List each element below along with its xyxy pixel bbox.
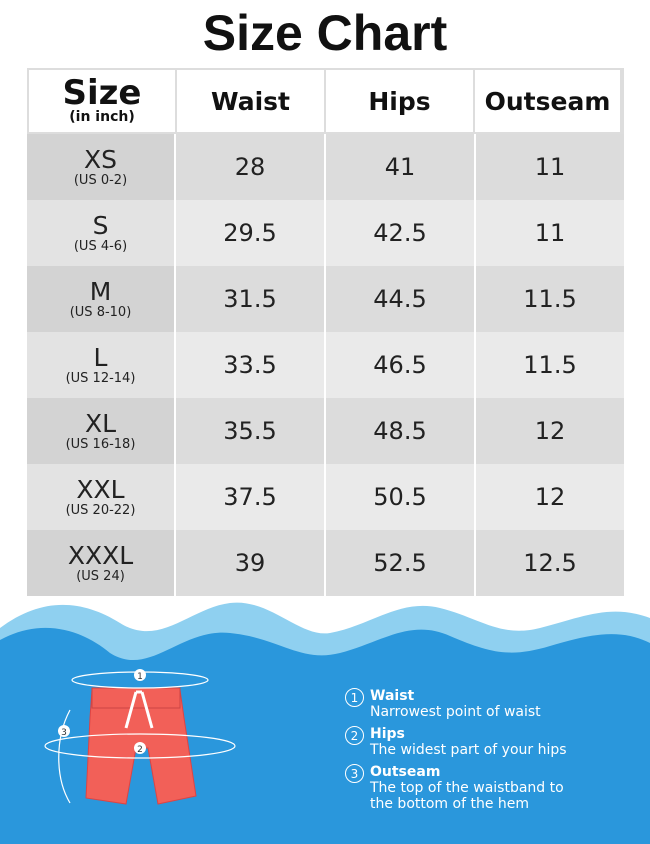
value-cell: 28 [176, 134, 326, 200]
legend-description: the bottom of the hem [370, 796, 530, 812]
size-label: Size [62, 73, 142, 113]
value-cell: 41 [326, 134, 476, 200]
legend: 1 Waist Narrowest point of waist 2 Hips The w… [345, 688, 567, 818]
value-cell: 11 [476, 200, 624, 266]
us-size: (US 4-6) [73, 238, 128, 254]
legend-number: 3 [345, 764, 364, 783]
wave-background: 1 2 3 [0, 602, 650, 844]
table-row: L (US 12-14) 33.5 46.5 11.5 [27, 332, 624, 398]
size-cell: XXL (US 20-22) [27, 464, 176, 530]
table-row: M (US 8-10) 31.5 44.5 11.5 [27, 266, 624, 332]
size-name: M [89, 276, 112, 306]
legend-title: Hips [370, 726, 405, 742]
header-row: Size (in inch) Waist Hips Outseam [27, 68, 624, 134]
size-name: XXXL [67, 540, 134, 570]
size-name: S [92, 210, 109, 240]
value-cell: 35.5 [176, 398, 326, 464]
table-row: XXL (US 20-22) 37.5 50.5 12 [27, 464, 624, 530]
size-cell: S (US 4-6) [27, 200, 176, 266]
value-cell: 33.5 [176, 332, 326, 398]
size-note: (in inch) [69, 109, 135, 125]
value-cell: 31.5 [176, 266, 326, 332]
column-header: Waist [177, 70, 326, 132]
value-cell: 12.5 [476, 530, 624, 596]
value-cell: 11.5 [476, 332, 624, 398]
legend-item: 3 Outseam The top of the waistband to the b… [345, 764, 567, 812]
legend-description: Narrowest point of waist [370, 704, 541, 720]
value-cell: 37.5 [176, 464, 326, 530]
legend-item: 1 Waist Narrowest point of waist [345, 688, 567, 720]
us-size: (US 24) [76, 568, 125, 584]
legend-text: Hips The widest part of your hips [370, 726, 567, 758]
value-cell: 29.5 [176, 200, 326, 266]
legend-item: 2 Hips The widest part of your hips [345, 726, 567, 758]
size-name: L [93, 342, 108, 372]
legend-number: 1 [345, 688, 364, 707]
value-cell: 12 [476, 398, 624, 464]
us-size: (US 8-10) [69, 304, 132, 320]
size-name: XL [84, 408, 117, 438]
marker: 1 [137, 672, 143, 682]
size-cell: XXXL (US 24) [27, 530, 176, 596]
table-row: XL (US 16-18) 35.5 48.5 12 [27, 398, 624, 464]
column-header: Hips [326, 70, 475, 132]
marker: 3 [61, 728, 67, 738]
size-name: XS [84, 144, 117, 174]
legend-description: The top of the waistband to [370, 780, 564, 796]
value-cell: 44.5 [326, 266, 476, 332]
table-row: XXXL (US 24) 39 52.5 12.5 [27, 530, 624, 596]
size-header: Size (in inch) [29, 70, 177, 132]
value-cell: 46.5 [326, 332, 476, 398]
us-size: (US 0-2) [73, 172, 128, 188]
table-row: S (US 4-6) 29.5 42.5 11 [27, 200, 624, 266]
size-name: XXL [76, 474, 125, 504]
value-cell: 11 [476, 134, 624, 200]
value-cell: 12 [476, 464, 624, 530]
shorts-illustration: 1 2 3 [44, 669, 236, 805]
value-cell: 50.5 [326, 464, 476, 530]
title: Size Chart [202, 5, 448, 61]
legend-text: Waist Narrowest point of waist [370, 688, 541, 720]
us-size: (US 20-22) [65, 502, 136, 518]
size-table: Size (in inch) Waist Hips Outseam XS (US … [27, 68, 624, 596]
legend-title: Outseam [370, 764, 441, 780]
value-cell: 11.5 [476, 266, 624, 332]
value-cell: 52.5 [326, 530, 476, 596]
size-cell: L (US 12-14) [27, 332, 176, 398]
legend-description: The widest part of your hips [370, 742, 567, 758]
us-size: (US 12-14) [65, 370, 136, 386]
legend-number: 2 [345, 726, 364, 745]
size-cell: XS (US 0-2) [27, 134, 176, 200]
legend-title: Waist [370, 688, 415, 704]
value-cell: 39 [176, 530, 326, 596]
marker: 2 [137, 745, 143, 755]
column-header: Outseam [475, 70, 623, 132]
us-size: (US 16-18) [65, 436, 136, 452]
legend-text: Outseam The top of the waistband to the bo… [370, 764, 564, 812]
table-row: XS (US 0-2) 28 41 11 [27, 134, 624, 200]
size-cell: M (US 8-10) [27, 266, 176, 332]
value-cell: 48.5 [326, 398, 476, 464]
value-cell: 42.5 [326, 200, 476, 266]
size-cell: XL (US 16-18) [27, 398, 176, 464]
